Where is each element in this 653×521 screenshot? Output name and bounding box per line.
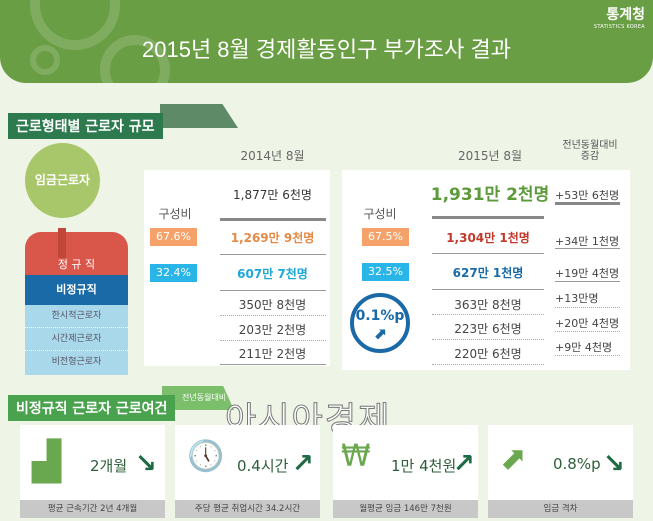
person-head-wage-workers: 임금근로자	[25, 143, 100, 218]
person-body-nonregular: 비정규직	[25, 275, 128, 305]
diff-total: +53만 6천명	[555, 189, 620, 202]
card-hours: 🕔 0.4시간 ↗ 주당 평균 취업시간 34.2시간	[175, 425, 320, 518]
atypical-2015: 220만 6천명	[454, 347, 522, 361]
divider	[555, 331, 620, 332]
divider	[555, 248, 620, 249]
ratio-label-2014: 구성비	[158, 207, 192, 221]
section-title-conditions: 비정규직 근로자 근로여건	[8, 395, 176, 421]
change-pct-circle: 0.1%p ⬈	[350, 293, 410, 353]
parttime-2015: 223만 6천명	[454, 322, 522, 336]
logo-text: 통계청	[606, 7, 645, 23]
total-2014: 1,877만 6천명	[233, 188, 312, 202]
diff-regular: +34만 1천명	[555, 235, 620, 248]
atypical-2014: 211만 2천명	[238, 347, 307, 361]
regular-2014: 1,269만 9천명	[230, 231, 315, 245]
nonregular-2014: 607만 7천명	[237, 267, 308, 281]
regular-2015: 1,304만 1천명	[446, 231, 530, 245]
divider	[432, 289, 544, 290]
arrow-up-icon: ↗	[292, 449, 314, 479]
badge-regular-pct-2015: 67.5%	[362, 228, 409, 246]
card-caption: 주당 평균 취업시간 34.2시간	[175, 500, 320, 518]
subtype-parttime: 시간제근로자	[25, 328, 128, 351]
card-tenure: ▟ 2개월 ↘ 평균 근속기간 2년 4개월	[20, 425, 165, 518]
divider	[555, 355, 620, 356]
divider	[220, 218, 326, 221]
diff-atypical: +9만 4천명	[555, 341, 613, 354]
card-value: 0.8%p	[553, 455, 601, 473]
divider	[220, 254, 326, 255]
divider	[432, 216, 544, 219]
divider	[220, 290, 326, 291]
divider	[432, 314, 544, 315]
header-diff-line2: 증감	[580, 151, 600, 162]
badge-regular-pct-2014: 67.6%	[150, 228, 197, 246]
arrow-up-icon: ⬈	[373, 324, 387, 343]
diff-parttime: +20만 4천명	[555, 317, 620, 330]
person-body-regular: 정 규 직	[25, 232, 128, 275]
won-coin-icon: ₩	[341, 439, 371, 474]
card-caption: 평균 근속기간 2년 4개월	[20, 500, 165, 518]
person-legs-subtypes: 한시적근로자 시간제근로자 비전형근로자	[25, 305, 128, 375]
change-pct: 0.1%p	[355, 308, 405, 324]
card-value: 2개월	[90, 457, 128, 475]
divider	[432, 364, 544, 365]
card-caption: 월평균 임금 146만 7천원	[333, 500, 478, 518]
card-wage-gap: ⬈ 0.8%p ↘ 임금 격차	[488, 425, 633, 518]
header-2014: 2014년 8월	[240, 149, 305, 163]
ratio-label-2015: 구성비	[363, 207, 397, 221]
card-value: 0.4시간	[237, 457, 289, 475]
divider	[555, 202, 620, 205]
subtype-temporary: 한시적근로자	[25, 305, 128, 328]
diff-nonregular: +19만 4천명	[555, 267, 620, 280]
header-diff-line1: 전년동월대비	[562, 140, 618, 151]
logo-subtext: STATISTICS KOREA	[593, 24, 645, 30]
temporary-2014: 350만 8천명	[238, 298, 307, 312]
divider	[220, 364, 326, 365]
diff-temporary: +13만명	[555, 292, 599, 305]
arrow-down-icon: ↘	[603, 449, 625, 479]
chair-icon: ▟	[32, 439, 62, 483]
clock-person-icon: 🕔	[187, 439, 225, 474]
gear-decoration-icon	[30, 45, 60, 75]
badge-nonregular-pct-2014: 32.4%	[150, 264, 197, 282]
card-value: 1만 4천원	[391, 457, 457, 475]
parttime-2014: 203만 2천명	[238, 323, 307, 337]
coin-growth-icon: ⬈	[500, 439, 527, 477]
tie-icon	[58, 228, 66, 258]
header-diff: 전년동월대비 증감	[545, 140, 635, 162]
divider	[220, 340, 326, 341]
statistics-korea-logo: 통계청 STATISTICS KOREA	[594, 4, 645, 30]
divider	[555, 281, 620, 282]
arrow-down-icon: ↘	[135, 449, 157, 479]
total-2015: 1,931만 2천명	[430, 185, 550, 205]
nonregular-2015: 627만 1천명	[452, 266, 524, 280]
section-title-employment: 근로형태별 근로자 규모	[8, 113, 163, 139]
divider	[220, 315, 326, 316]
badge-nonregular-pct-2015: 32.5%	[362, 263, 409, 281]
subtype-atypical: 비전형근로자	[51, 357, 102, 367]
gear-decoration-icon	[30, 0, 120, 50]
header-banner: 2015년 8월 경제활동인구 부가조사 결과 통계청 STATISTICS K…	[0, 0, 653, 83]
page-title: 2015년 8월 경제활동인구 부가조사 결과	[142, 37, 511, 62]
divider	[432, 339, 544, 340]
temporary-2015: 363만 8천명	[454, 298, 522, 312]
gear-decoration-icon	[100, 35, 170, 83]
section-tab-decoration	[160, 104, 238, 128]
card-caption: 임금 격차	[488, 500, 633, 518]
arrow-up-icon: ↗	[453, 449, 475, 479]
header-2015: 2015년 8월	[457, 149, 523, 163]
divider	[432, 253, 544, 254]
card-wage: ₩ 1만 4천원 ↗ 월평균 임금 146만 7천원	[333, 425, 478, 518]
divider	[555, 307, 620, 308]
